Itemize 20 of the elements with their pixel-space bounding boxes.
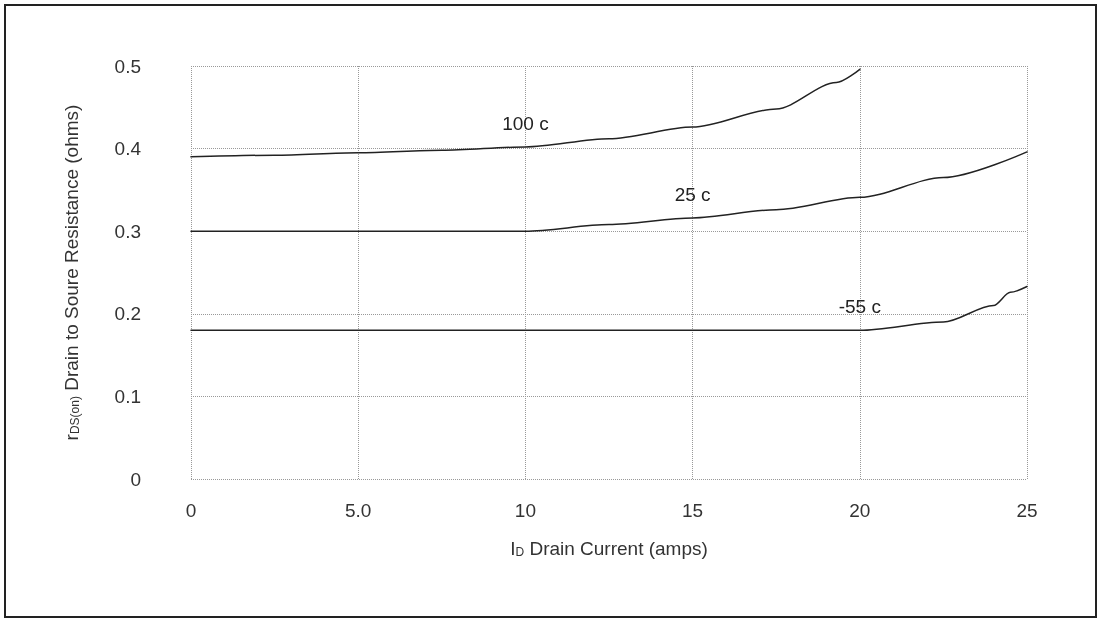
series-label: 25 c: [674, 183, 711, 205]
series-label: 100 c: [502, 112, 549, 134]
line-series: [190, 151, 1028, 232]
y-tick-label: 0.5: [114, 55, 141, 77]
x-tick-label: 15: [682, 500, 704, 521]
y-tick-label: 0.3: [114, 220, 141, 242]
x-tick-label: 0: [185, 500, 197, 521]
series-label: -55 c: [838, 296, 881, 318]
y-tick-label: 0.1: [114, 385, 141, 407]
x-tick-label: 20: [849, 500, 871, 521]
x-axis-title: ID Drain Current (amps): [510, 538, 708, 559]
line-series: [190, 68, 861, 158]
line-series: [190, 285, 1028, 332]
y-tick-label: 0: [130, 468, 141, 490]
x-tick-label: 25: [1016, 500, 1038, 521]
y-tick-label: 0.4: [114, 138, 142, 160]
x-tick-label: 5.0: [344, 500, 372, 521]
y-tick-label: 0.2: [114, 303, 141, 325]
x-tick-label: 10: [514, 500, 536, 521]
y-axis-title: rDS(on) Drain to Soure Resistance (ohms): [61, 104, 82, 441]
